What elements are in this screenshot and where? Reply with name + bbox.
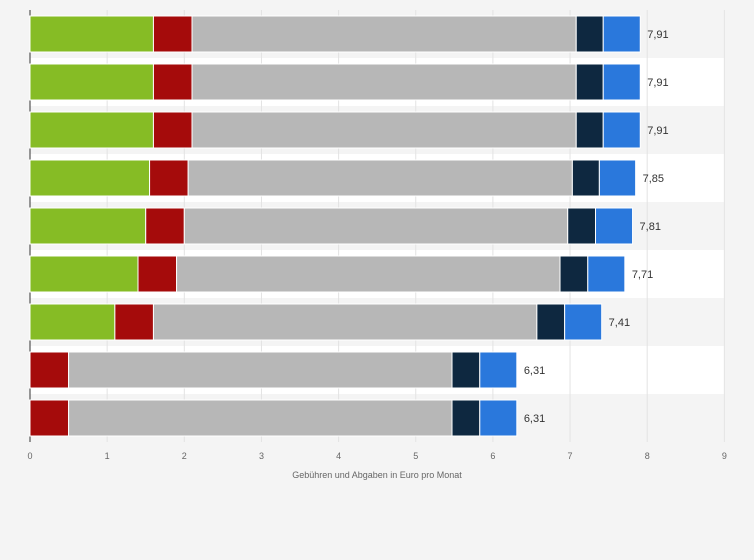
- x-tick-label-6: 6: [490, 451, 495, 461]
- bar-row-3-segment-3: [191, 111, 577, 149]
- bars: [29, 15, 641, 437]
- total-label-row-7: 7,41: [609, 317, 630, 329]
- bar-row-2-segment-4: [575, 63, 604, 101]
- bar-row-5-segment-2: [145, 207, 185, 245]
- bar-row-1-segment-3: [191, 15, 577, 53]
- bar-row-4-segment-5: [598, 159, 637, 197]
- bar-row-5-segment-3: [183, 207, 569, 245]
- total-label-row-4: 7,85: [643, 173, 664, 185]
- bar-row-3-segment-4: [575, 111, 604, 149]
- total-label-row-1: 7,91: [647, 29, 668, 41]
- total-label-row-2: 7,91: [647, 77, 668, 89]
- bar-row-1-segment-5: [602, 15, 641, 53]
- x-tick-label-0: 0: [27, 451, 32, 461]
- bar-row-7-segment-5: [564, 303, 603, 341]
- bar-row-9-segment-4: [451, 399, 481, 437]
- total-label-row-3: 7,91: [647, 125, 668, 137]
- bar-row-6-segment-4: [559, 255, 589, 293]
- bar-row-6-segment-5: [587, 255, 626, 293]
- bar-row-6-segment-3: [176, 255, 561, 293]
- total-label-row-9: 6,31: [524, 413, 545, 425]
- x-tick-labels: 0 1 2 3 4 5 6 7 8 9: [27, 451, 726, 461]
- x-tick-label-1: 1: [105, 451, 110, 461]
- bar-row-3-segment-5: [602, 111, 641, 149]
- bar-row-3-segment-1: [29, 111, 154, 149]
- bar-row-8-segment-3: [68, 351, 453, 389]
- bar-row-7-segment-4: [536, 303, 566, 341]
- bar-row-5-segment-5: [595, 207, 634, 245]
- bar-row-1-segment-4: [575, 15, 604, 53]
- bar-row-6-segment-2: [137, 255, 178, 293]
- x-axis-title: Gebühren und Abgaben in Euro pro Monat: [292, 470, 462, 480]
- bar-row-3-segment-2: [152, 111, 193, 149]
- bar-row-4-segment-3: [187, 159, 573, 197]
- total-label-row-8: 6,31: [524, 365, 545, 377]
- total-value-labels: 7,91 7,91 7,91 7,85 7,81 7,71 7,41 6,31 6,31: [524, 29, 669, 425]
- bar-row-5-segment-1: [29, 207, 147, 245]
- bar-row-8-segment-5: [479, 351, 518, 389]
- bar-row-1-segment-2: [152, 15, 193, 53]
- bar-row-8-segment-4: [451, 351, 481, 389]
- bar-row-4-segment-2: [149, 159, 189, 197]
- total-label-row-6: 7,71: [632, 269, 653, 281]
- x-tick-label-4: 4: [336, 451, 341, 461]
- bar-row-5-segment-4: [567, 207, 597, 245]
- x-tick-label-8: 8: [645, 451, 650, 461]
- total-label-row-5: 7,81: [640, 221, 661, 233]
- x-tick-label-2: 2: [182, 451, 187, 461]
- x-tick-label-7: 7: [568, 451, 573, 461]
- bar-row-6-segment-1: [29, 255, 139, 293]
- bar-row-7-segment-2: [114, 303, 154, 341]
- bar-row-2-segment-3: [191, 63, 577, 101]
- bar-row-7-segment-3: [152, 303, 538, 341]
- bar-row-4-segment-4: [571, 159, 600, 197]
- bar-row-7-segment-1: [29, 303, 116, 341]
- bar-row-4-segment-1: [29, 159, 151, 197]
- bar-row-1-segment-1: [29, 15, 154, 53]
- bar-row-9-segment-2: [29, 399, 70, 437]
- bar-row-2-segment-2: [152, 63, 193, 101]
- bar-row-9-segment-3: [68, 399, 453, 437]
- bar-row-2-segment-1: [29, 63, 154, 101]
- bar-row-9-segment-5: [479, 399, 518, 437]
- bar-row-8-segment-2: [29, 351, 70, 389]
- bar-row-2-segment-5: [602, 63, 641, 101]
- x-tick-label-5: 5: [413, 451, 418, 461]
- x-tick-label-9: 9: [722, 451, 727, 461]
- x-tick-label-3: 3: [259, 451, 264, 461]
